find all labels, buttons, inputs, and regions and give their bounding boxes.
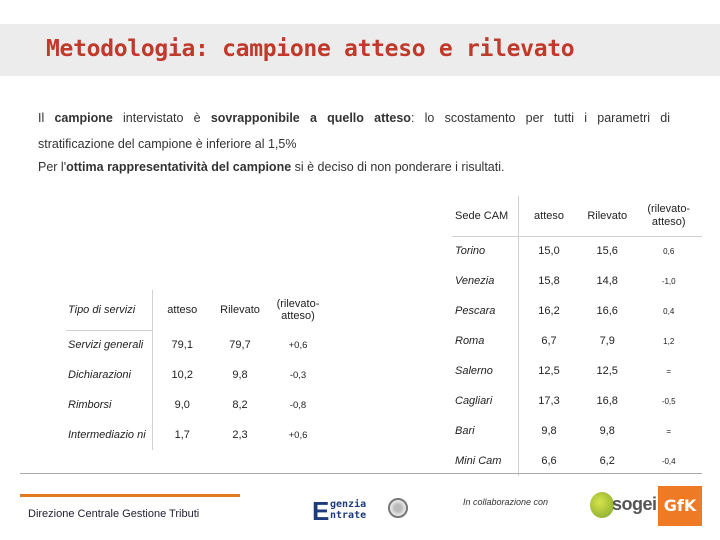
- cell-atteso: 9,8: [541, 425, 557, 437]
- text-bold: sovrapponibile a quello atteso: [210, 111, 411, 125]
- header-cell: atteso: [167, 304, 198, 316]
- text-run: Il: [38, 111, 55, 125]
- cell-atteso: 1,7: [174, 429, 190, 441]
- header-cell: (rilevato-atteso): [635, 196, 702, 237]
- text-run: : lo scostamento per tutti i parametri d…: [410, 111, 670, 125]
- text-run: intervistato è: [112, 111, 211, 125]
- table-header-row: Tipo di servizi atteso Rilevato (rilevat…: [66, 290, 328, 331]
- cell-diff: -0,5: [661, 396, 676, 406]
- table-row: Intermediazio ni 1,7 2,3 +0,6: [66, 420, 328, 450]
- logo-text: sogei: [612, 494, 657, 514]
- logo-line: ntrate: [330, 510, 367, 521]
- sogei-logo: sogei: [586, 488, 657, 522]
- text-bold: ottima rappresentatività del campione: [66, 160, 292, 174]
- cell-rilevato: 7,9: [599, 335, 615, 347]
- row-label: Cagliari: [452, 386, 520, 416]
- cell-atteso: 17,3: [538, 395, 560, 407]
- gfk-logo: GfK: [658, 486, 702, 526]
- cell-diff: =: [666, 366, 672, 376]
- row-label: Pescara: [452, 296, 520, 326]
- cell-atteso: 79,1: [171, 339, 193, 351]
- agenzia-entrate-logo: E genzia ntrate: [312, 496, 386, 526]
- cell-rilevato: 16,8: [596, 395, 618, 407]
- row-label: Dichiarazioni: [66, 360, 153, 390]
- text-run: si è deciso di non ponderare i risultati…: [291, 160, 505, 174]
- cell-diff: -1,0: [661, 276, 676, 286]
- table-row: Rimborsi 9,0 8,2 -0,8: [66, 390, 328, 420]
- page-title: Metodologia: campione atteso e rilevato: [46, 36, 575, 62]
- cell-diff: 0,6: [663, 246, 675, 256]
- table-row: Cagliari 17,3 16,8 -0,5: [452, 386, 702, 416]
- table-row: Venezia 15,8 14,8 -1,0: [452, 266, 702, 296]
- paragraph-1: Il campione intervistato è sovrapponibil…: [38, 111, 670, 125]
- header-cell: Sede CAM: [452, 196, 520, 237]
- row-label: Rimborsi: [66, 390, 153, 420]
- footer-divider: [20, 473, 702, 474]
- cell-atteso: 16,2: [538, 305, 560, 317]
- cell-rilevato: 14,8: [596, 275, 618, 287]
- cell-rilevato: 9,8: [232, 369, 248, 381]
- sede-cam-table: Sede CAM atteso Rilevato (rilevato-attes…: [452, 196, 702, 476]
- title-bar: [0, 24, 720, 76]
- cell-atteso: 6,7: [541, 335, 557, 347]
- row-label: Servizi generali: [66, 330, 153, 360]
- paragraph-3: Per l'ottima rappresentatività del campi…: [38, 160, 504, 174]
- table-row: Bari 9,8 9,8 =: [452, 416, 702, 446]
- table-row: Salerno 12,5 12,5 =: [452, 356, 702, 386]
- cell-rilevato: 15,6: [596, 245, 618, 258]
- cell-rilevato: 2,3: [232, 429, 248, 441]
- logo-initial: E: [312, 496, 330, 526]
- cell-atteso: 10,2: [171, 369, 193, 381]
- cell-diff: 0,4: [663, 306, 675, 316]
- row-label: Torino: [452, 236, 520, 266]
- cell-rilevato: 12,5: [596, 365, 618, 377]
- paragraph-2: stratificazione del campione è inferiore…: [38, 137, 297, 151]
- header-cell: (rilevato-atteso): [276, 298, 320, 322]
- table-row: Roma 6,7 7,9 1,2: [452, 326, 702, 356]
- sogei-emblem-icon: [590, 492, 614, 518]
- cell-rilevato: 9,8: [599, 425, 615, 437]
- cell-rilevato: 8,2: [232, 399, 248, 411]
- table-row: Pescara 16,2 16,6 0,4: [452, 296, 702, 326]
- cell-diff: -0,8: [289, 399, 307, 411]
- row-label: Roma: [452, 326, 520, 356]
- services-table: Tipo di servizi atteso Rilevato (rilevat…: [66, 290, 328, 450]
- row-label: Mini Cam: [452, 446, 520, 476]
- row-label: Intermediazio ni: [66, 420, 153, 450]
- cell-rilevato: 6,2: [599, 455, 615, 467]
- table-header-row: Sede CAM atteso Rilevato (rilevato-attes…: [452, 196, 702, 237]
- cell-rilevato: 79,7: [229, 339, 251, 351]
- cell-atteso: 15,0: [538, 245, 560, 258]
- cell-atteso: 9,0: [174, 399, 190, 411]
- table-row: Torino 15,0 15,6 0,6: [452, 236, 702, 266]
- table-row: Dichiarazioni 10,2 9,8 -0,3: [66, 360, 328, 390]
- header-cell: Tipo di servizi: [66, 290, 153, 331]
- text-run: Per l': [38, 160, 67, 174]
- row-label: Bari: [452, 416, 520, 446]
- cell-atteso: 6,6: [541, 455, 557, 467]
- text-bold: campione: [54, 111, 113, 125]
- row-label: Venezia: [452, 266, 520, 296]
- cell-atteso: 12,5: [538, 365, 560, 377]
- cell-rilevato: 16,6: [596, 305, 618, 317]
- cell-diff: -0,4: [661, 456, 676, 466]
- logo-text: genzia ntrate: [330, 499, 366, 521]
- cell-diff: +0,6: [288, 339, 308, 351]
- header-cell: Rilevato: [579, 196, 636, 237]
- collaboration-label: In collaborazione con: [463, 497, 549, 507]
- cell-atteso: 15,8: [538, 275, 560, 287]
- cell-diff: +0,6: [288, 429, 308, 441]
- table-row: Servizi generali 79,1 79,7 +0,6: [66, 330, 328, 360]
- header-cell: Rilevato: [220, 304, 260, 316]
- footer-accent-rule: [20, 494, 240, 497]
- row-label: Salerno: [452, 356, 520, 386]
- logo-line: genzia: [330, 499, 367, 510]
- cell-diff: -0,3: [289, 369, 307, 381]
- cell-diff: =: [666, 426, 672, 436]
- table-row: Mini Cam 6,6 6,2 -0,4: [452, 446, 702, 476]
- republic-seal-icon: [388, 498, 408, 518]
- footer-department: Direzione Centrale Gestione Tributi: [28, 508, 200, 520]
- cell-diff: 1,2: [663, 336, 675, 346]
- header-cell: atteso: [518, 196, 579, 237]
